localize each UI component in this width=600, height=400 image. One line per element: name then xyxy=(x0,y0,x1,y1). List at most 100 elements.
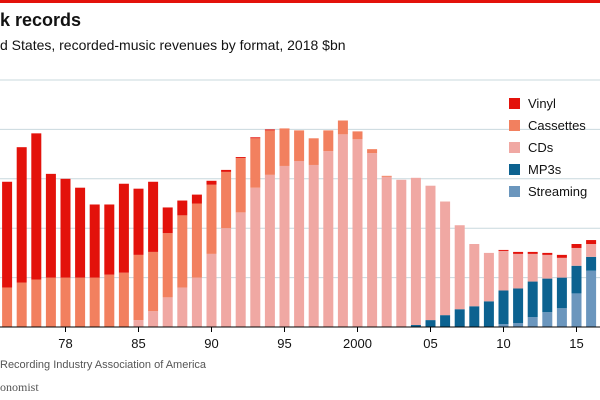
legend-swatch-vinyl xyxy=(509,97,520,109)
legend-item-cassettes: Cassettes xyxy=(509,114,587,136)
bar-mp3s-2013 xyxy=(542,278,553,313)
legend-swatch-cds xyxy=(509,141,520,153)
bar-cassettes-1983 xyxy=(104,274,115,327)
x-tick-label-2010: 10 xyxy=(496,336,510,350)
brand-wordmark: onomist xyxy=(0,380,39,394)
bar-mp3s-2005 xyxy=(425,320,436,327)
bar-cassettes-1977 xyxy=(16,282,27,327)
legend-label-vinyl: Vinyl xyxy=(528,95,556,111)
x-tick-label-1990: 90 xyxy=(204,336,218,350)
bar-cds-1998 xyxy=(323,151,334,327)
bar-cassettes-1987 xyxy=(162,233,173,298)
bar-cds-1992 xyxy=(235,212,246,327)
bar-vinyl-1984 xyxy=(118,183,129,273)
bar-vinyl-1981 xyxy=(75,187,86,278)
bar-vinyl-1992 xyxy=(235,157,246,159)
bar-cds-2000 xyxy=(352,139,363,327)
bar-cds-2013 xyxy=(542,254,553,279)
bar-mp3s-2008 xyxy=(469,306,480,327)
bar-cassettes-2000 xyxy=(352,131,363,140)
chart-title: k records xyxy=(0,10,82,30)
legend-label-cassettes: Cassettes xyxy=(528,117,586,133)
bar-vinyl-1982 xyxy=(89,204,100,278)
legend: Vinyl Cassettes CDs MP3s Streaming xyxy=(509,92,587,202)
chart-subtitle: d States, recorded-music revenues by for… xyxy=(0,37,346,53)
bar-streaming-2015 xyxy=(571,293,582,327)
bar-vinyl-1988 xyxy=(177,200,188,216)
bar-cds-2009 xyxy=(483,252,494,302)
bar-cds-2014 xyxy=(556,257,567,278)
top-rule xyxy=(0,0,600,3)
bar-cds-1987 xyxy=(162,297,173,327)
x-tick-label-2015: 15 xyxy=(569,336,583,350)
bar-cassettes-1992 xyxy=(235,158,246,213)
bar-vinyl-1983 xyxy=(104,204,115,275)
bar-cassettes-1986 xyxy=(148,251,159,312)
bar-cassettes-1980 xyxy=(60,277,71,327)
source-note: Recording Industry Association of Americ… xyxy=(0,359,207,371)
bar-cassettes-1993 xyxy=(250,138,261,188)
bar-mp3s-2012 xyxy=(527,281,538,318)
bar-mp3s-2010 xyxy=(498,290,509,325)
bar-cds-1994 xyxy=(264,174,275,327)
legend-item-vinyl: Vinyl xyxy=(509,92,587,114)
bar-vinyl-2016 xyxy=(586,240,597,245)
bar-vinyl-1987 xyxy=(162,207,173,234)
bar-cds-2010 xyxy=(498,250,509,291)
bar-cds-1996 xyxy=(294,161,305,327)
bar-cassettes-1995 xyxy=(279,128,290,166)
bar-cds-1991 xyxy=(221,228,232,327)
bar-vinyl-1980 xyxy=(60,178,71,278)
bar-cds-2015 xyxy=(571,247,582,266)
x-tick-label-1995: 95 xyxy=(277,336,291,350)
legend-label-cds: CDs xyxy=(528,139,554,155)
bar-streaming-2010 xyxy=(498,324,509,327)
legend-swatch-streaming xyxy=(509,185,520,197)
bar-cassettes-1979 xyxy=(45,277,56,327)
x-tick-label-2000: 2000 xyxy=(343,336,372,350)
bar-cassettes-1981 xyxy=(75,277,86,327)
bar-vinyl-1991 xyxy=(221,169,232,172)
bar-mp3s-2004 xyxy=(410,325,421,327)
legend-label-streaming: Streaming xyxy=(528,183,588,199)
bar-cds-2006 xyxy=(440,201,451,316)
bar-cds-1986 xyxy=(148,311,159,327)
bar-streaming-2012 xyxy=(527,317,538,327)
bar-vinyl-1985 xyxy=(133,188,144,255)
bar-cds-1990 xyxy=(206,253,217,327)
x-tick-label-1985: 85 xyxy=(131,336,145,350)
bar-cds-2003 xyxy=(396,179,407,327)
bar-cds-2016 xyxy=(586,244,597,257)
bar-streaming-2016 xyxy=(586,270,597,327)
bar-cassettes-1988 xyxy=(177,215,188,288)
x-tick-label-2005: 05 xyxy=(423,336,437,350)
bar-cds-2002 xyxy=(381,176,392,327)
bar-cassettes-1991 xyxy=(221,171,232,229)
bar-cassettes-2001 xyxy=(367,149,378,154)
bar-cassettes-1985 xyxy=(133,254,144,321)
bar-cassettes-1996 xyxy=(294,130,305,162)
bar-vinyl-1986 xyxy=(148,181,159,252)
bar-cassettes-1997 xyxy=(308,138,319,165)
stacked-bar-chart: 75788590952000051015 xyxy=(0,79,600,350)
bar-cds-2004 xyxy=(410,177,421,326)
bar-cassettes-2002 xyxy=(381,175,392,177)
bar-cds-1985 xyxy=(133,320,144,327)
bar-cds-1995 xyxy=(279,165,290,327)
bar-cds-1993 xyxy=(250,187,261,327)
bar-vinyl-2014 xyxy=(556,254,567,258)
bar-vinyl-1977 xyxy=(16,147,27,283)
bar-mp3s-2015 xyxy=(571,265,582,294)
bar-mp3s-2011 xyxy=(513,288,524,324)
bar-vinyl-1990 xyxy=(206,180,217,185)
bar-cassettes-1976 xyxy=(2,287,13,327)
legend-item-streaming: Streaming xyxy=(509,180,587,202)
bar-cds-1999 xyxy=(337,134,348,327)
bar-vinyl-2013 xyxy=(542,252,553,255)
bar-cassettes-1982 xyxy=(89,277,100,327)
bar-mp3s-2009 xyxy=(483,301,494,327)
legend-item-cds: CDs xyxy=(509,136,587,158)
bar-cds-2001 xyxy=(367,153,378,327)
bar-mp3s-2007 xyxy=(454,309,465,327)
bar-vinyl-2012 xyxy=(527,251,538,254)
